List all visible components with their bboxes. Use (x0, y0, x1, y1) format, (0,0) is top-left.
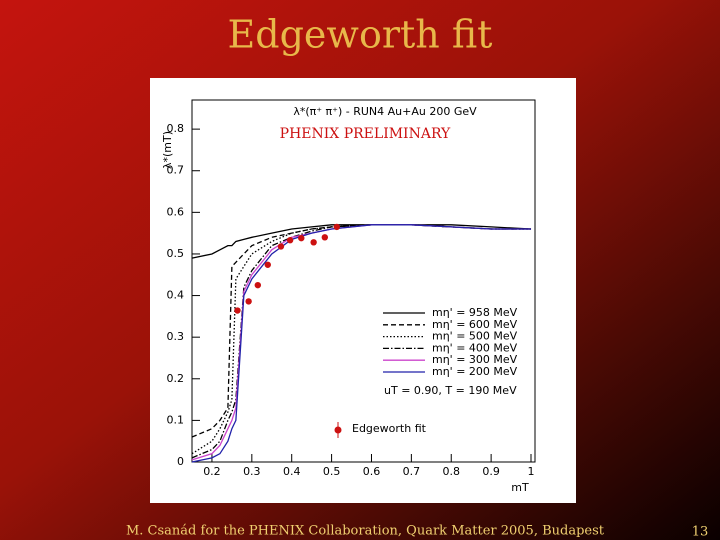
plot-frame (191, 99, 536, 463)
x-tick-label: 0.3 (243, 465, 261, 478)
data-point (245, 298, 252, 305)
y-tick-label: 0.5 (167, 247, 185, 260)
legend-label: mη' = 200 MeV (432, 365, 518, 378)
legend-label: mη' = 300 MeV (432, 353, 518, 366)
slide-title: Edgeworth fit (228, 13, 493, 57)
x-axis-label: mT (511, 481, 529, 494)
series-line (191, 224, 532, 463)
x-tick-label: 0.2 (203, 465, 221, 478)
legend-label: mη' = 958 MeV (432, 306, 518, 319)
y-tick-label: 0.1 (167, 413, 185, 426)
y-tick-label: 0.3 (167, 330, 185, 343)
x-tick-label: 0.4 (283, 465, 301, 478)
y-tick-label: 0.4 (167, 289, 185, 302)
data-point (234, 307, 241, 314)
data-point (321, 234, 329, 241)
y-tick-label: 0.6 (167, 205, 185, 218)
chart-panel (150, 78, 576, 503)
data-point (310, 239, 317, 246)
x-tick-label: 0.7 (403, 465, 421, 478)
legend-label: mη' = 600 MeV (432, 318, 518, 331)
annotation: uT = 0.90, T = 190 MeV (384, 384, 517, 397)
y-tick-label: 0.2 (167, 372, 185, 385)
x-tick-label: 0.5 (323, 465, 341, 478)
data-point (333, 223, 340, 231)
chart: λ*(π⁺ π⁺) - RUN4 Au+Au 200 GeV PHENIX PR… (161, 99, 536, 494)
data-point (277, 243, 285, 250)
legend-marker (334, 426, 342, 434)
y-tick-label: 0.7 (167, 164, 185, 177)
y-tick-label: 0.8 (167, 122, 185, 135)
data-point (254, 281, 262, 289)
x-tick-label: 1 (528, 465, 535, 478)
data-point (264, 261, 271, 268)
page-number: 13 (692, 525, 709, 540)
footer: M. Csanád for the PHENIX Collaboration, … (126, 524, 605, 539)
data-point (298, 234, 305, 242)
data-point (286, 237, 294, 244)
legend-label: Edgeworth fit (352, 422, 427, 435)
chart-subtitle: PHENIX PRELIMINARY (280, 126, 451, 142)
legend-label: mη' = 500 MeV (432, 330, 518, 343)
x-tick-label: 0.9 (482, 465, 500, 478)
legend-label: mη' = 400 MeV (432, 341, 518, 354)
series-line (191, 224, 532, 259)
y-axis-label: λ*(mT) (161, 131, 174, 169)
chart-title: λ*(π⁺ π⁺) - RUN4 Au+Au 200 GeV (293, 105, 477, 118)
x-tick-label: 0.8 (442, 465, 460, 478)
x-tick-label: 0.6 (363, 465, 381, 478)
y-tick-label: 0 (177, 455, 184, 468)
